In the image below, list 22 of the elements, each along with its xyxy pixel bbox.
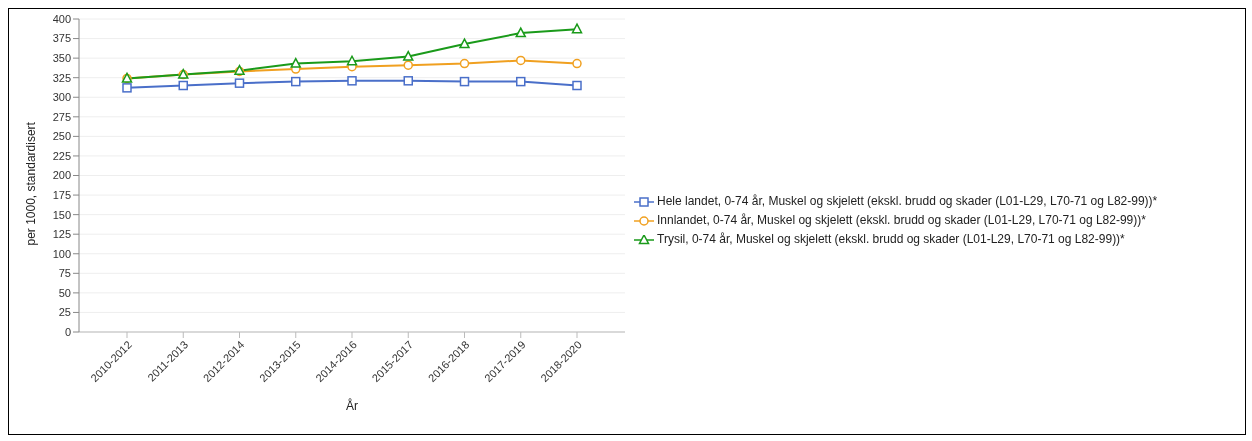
y-tick-label: 225 (52, 149, 71, 162)
y-tick-label: 325 (52, 71, 71, 84)
legend-label: Trysil, 0-74 år, Muskel og skjelett (ekskl. brudd og skader (L01-L29, L70-71 og L82-99))* (656, 231, 1126, 248)
legend-label: Hele landet, 0-74 år, Muskel og skjelett (ekskl. brudd og skader (L01-L29, L70-71 og L82-99))* (656, 193, 1159, 210)
y-tick-label: 300 (52, 91, 71, 104)
y-tick-label: 350 (52, 52, 71, 65)
y-tick-label: 375 (52, 32, 71, 45)
y-axis-title: per 1000, standardisert (24, 121, 39, 246)
y-tick-label: 0 (64, 325, 71, 338)
y-tick-label: 250 (52, 130, 71, 143)
y-tick-label: 175 (52, 188, 71, 201)
y-tick-label: 200 (52, 169, 71, 182)
y-tick-label: 25 (58, 306, 71, 319)
y-tick-label: 150 (52, 208, 71, 221)
legend-label: Innlandet, 0-74 år, Muskel og skjelett (ekskl. brudd og skader (L01-L29, L70-71 og L82-99))* (656, 212, 1147, 229)
y-tick-label: 400 (52, 12, 71, 25)
x-axis-title: År (346, 398, 358, 413)
y-tick-label: 50 (58, 286, 71, 299)
y-tick-label: 75 (58, 267, 71, 280)
y-tick-label: 100 (52, 247, 71, 260)
y-tick-label: 125 (52, 228, 71, 241)
y-tick-label: 275 (52, 110, 71, 123)
